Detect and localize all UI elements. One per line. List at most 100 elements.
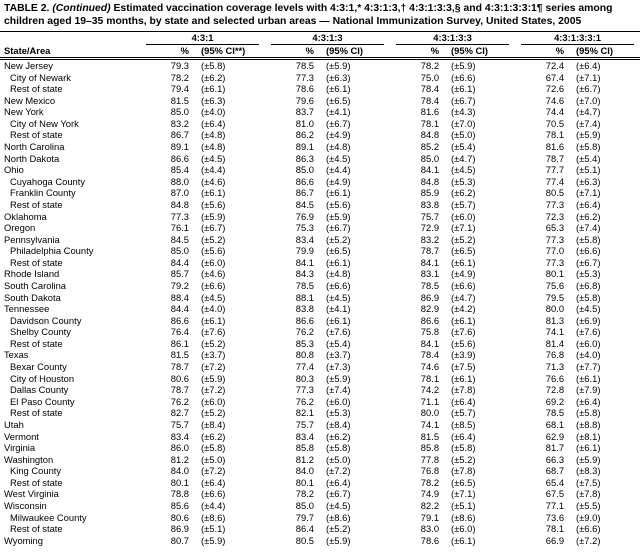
ci-cell: (±7.8) — [451, 384, 476, 396]
title-text: Estimated vaccination coverage levels wi… — [4, 3, 613, 27]
percent-cell: 80.8 — [295, 349, 315, 361]
percent-cell: 77.3 — [545, 198, 565, 210]
table-row: City of New York 83.2 (±6.4) 81.0 (±6.7) 78.1… — [0, 118, 640, 130]
ci-cell: (±4.0) — [201, 303, 226, 315]
percent-cell: 89.1 — [295, 141, 315, 153]
area-cell: Rest of state — [10, 407, 63, 419]
percent-cell: 75.8 — [420, 326, 440, 338]
ci-cell: (±6.4) — [451, 430, 476, 442]
ci-cell: (±5.3) — [576, 268, 601, 280]
percent-cell: 79.1 — [420, 511, 440, 523]
percent-cell: 79.9 — [295, 245, 315, 257]
ci-cell: (±6.7) — [201, 222, 226, 234]
group-header: 4:3:1:3:3:1 — [521, 32, 635, 45]
table-row: Rest of state 84.4 (±6.0) 84.1 (±6.1) 84.1 (±6… — [0, 257, 640, 269]
ci-cell: (±7.8) — [451, 465, 476, 477]
area-cell: Wisconsin — [4, 499, 47, 511]
ci-cell: (±5.3) — [451, 175, 476, 187]
ci-cell: (±4.4) — [201, 499, 226, 511]
ci-cell: (±5.8) — [576, 141, 601, 153]
ci-cell: (±6.7) — [326, 117, 351, 129]
percent-cell: 75.7 — [420, 210, 440, 222]
percent-cell: 77.4 — [545, 175, 565, 187]
ci-cell: (±7.1) — [576, 187, 601, 199]
percent-cell: 85.0 — [170, 245, 189, 257]
area-cell: King County — [10, 465, 62, 477]
percent-cell: 68.7 — [545, 465, 565, 477]
area-cell: Washington — [4, 453, 54, 465]
table-row: City of Newark 78.2 (±6.2) 77.3 (±6.3) 75.0 (±… — [0, 72, 640, 84]
ci-cell: (±6.1) — [326, 83, 351, 95]
ci-cell: (±5.2) — [451, 233, 476, 245]
percent-cell: 74.4 — [545, 106, 565, 118]
table-row: Wyoming 80.7 (±5.9) 80.5 (±5.9) 78.6 (±6.1) 66.… — [0, 535, 640, 547]
group-header: 4:3:1 — [146, 32, 260, 45]
ci-cell: (±4.9) — [451, 268, 476, 280]
ci-cell: (±5.0) — [326, 453, 351, 465]
ci-cell: (±6.0) — [326, 395, 351, 407]
ci-cell: (±6.1) — [451, 256, 476, 268]
percent-cell: 81.2 — [170, 453, 189, 465]
percent-cell: 76.1 — [170, 222, 189, 234]
area-cell: North Carolina — [4, 141, 65, 153]
ci-cell: (±3.9) — [451, 349, 476, 361]
ci-cell: (±8.6) — [201, 511, 226, 523]
table-row: Rest of state 82.7 (±5.2) 82.1 (±5.3) 80.0 (±5… — [0, 407, 640, 419]
percent-cell: 84.4 — [170, 256, 189, 268]
ci-cell: (±5.2) — [326, 233, 351, 245]
area-cell: Bexar County — [10, 361, 67, 373]
area-cell: Rest of state — [10, 523, 63, 535]
percent-cell: 78.2 — [295, 488, 315, 500]
percent-cell: 78.4 — [420, 83, 440, 95]
percent-cell: 83.0 — [420, 523, 440, 535]
ci-cell: (±4.5) — [451, 164, 476, 176]
percent-cell: 86.6 — [295, 314, 315, 326]
ci-cell: (±4.5) — [201, 291, 226, 303]
area-cell: Rest of state — [10, 129, 63, 141]
ci-cell: (±8.8) — [576, 418, 601, 430]
percent-cell: 84.8 — [420, 175, 440, 187]
percent-cell: 78.7 — [170, 361, 189, 373]
area-cell: Franklin County — [10, 187, 76, 199]
table-title: TABLE 2. (Continued) Estimated vaccinati… — [0, 0, 640, 31]
ci-cell: (±5.3) — [326, 407, 351, 419]
percent-cell: 75.7 — [295, 418, 315, 430]
table-head: 4:3:1 4:3:1:3 4:3:1:3:3 4:3:1:3:3:1 State/Ar… — [0, 31, 640, 60]
ci-cell: (±5.9) — [576, 453, 601, 465]
percent-cell: 67.5 — [545, 488, 565, 500]
percent-cell: 82.2 — [420, 499, 440, 511]
percent-cell: 77.7 — [545, 164, 565, 176]
percent-cell: 72.8 — [545, 384, 565, 396]
ci-cell: (±5.8) — [576, 291, 601, 303]
percent-cell: 77.8 — [420, 453, 440, 465]
ci-cell: (±4.8) — [201, 129, 226, 141]
ci-cell: (±6.7) — [451, 94, 476, 106]
percent-cell: 69.2 — [545, 395, 565, 407]
percent-cell: 81.0 — [295, 117, 315, 129]
percent-cell: 86.3 — [295, 152, 315, 164]
percent-cell: 78.7 — [420, 245, 440, 257]
percent-cell: 78.6 — [420, 534, 440, 546]
ci-cell: (±6.6) — [326, 279, 351, 291]
percent-cell: 79.7 — [295, 511, 315, 523]
ci-cell: (±6.0) — [451, 210, 476, 222]
ci-cell: (±6.0) — [201, 395, 226, 407]
percent-cell: 77.3 — [545, 256, 565, 268]
ci-cell: (±6.1) — [576, 442, 601, 454]
percent-cell: 84.8 — [420, 129, 440, 141]
table-row: Rest of state 86.7 (±4.8) 86.2 (±4.9) 84.8 (±5… — [0, 129, 640, 141]
percent-cell: 78.2 — [170, 71, 189, 83]
title-label: TABLE 2. — [4, 3, 50, 14]
ci-cell: (±4.5) — [326, 499, 351, 511]
ci-cell: (±5.4) — [451, 141, 476, 153]
percent-cell: 77.0 — [545, 245, 565, 257]
percent-cell: 84.5 — [170, 233, 189, 245]
ci-cell: (±6.5) — [326, 245, 351, 257]
table-row: Oklahoma 77.3 (±5.9) 76.9 (±5.9) 75.7 (±6.0) 72… — [0, 211, 640, 223]
percent-cell: 84.0 — [170, 465, 189, 477]
ci-cell: (±6.7) — [576, 256, 601, 268]
table-row: Vermont 83.4 (±6.2) 83.4 (±6.2) 81.5 (±6.4) 62.… — [0, 431, 640, 443]
percent-cell: 86.9 — [170, 523, 189, 535]
percent-cell: 86.6 — [420, 314, 440, 326]
table-row: King County 84.0 (±7.2) 84.0 (±7.2) 76.8 (±7.8… — [0, 465, 640, 477]
